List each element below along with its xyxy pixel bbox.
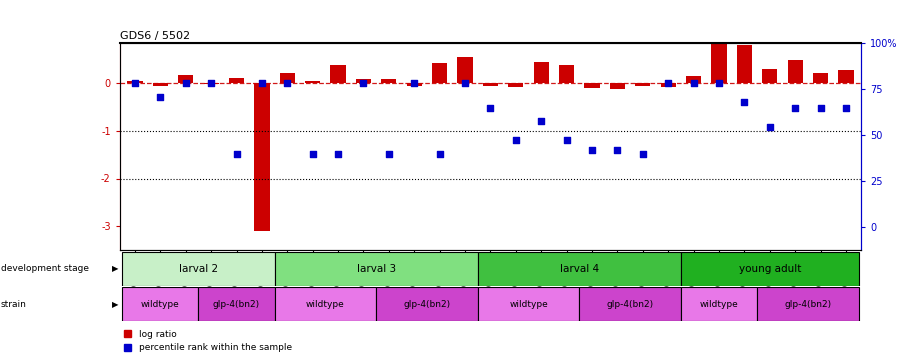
Point (204, 80, 218, 86)
Bar (198, 287, 274, 321)
Bar (478, 287, 579, 321)
Bar (737, 45, 752, 83)
Bar (757, 287, 858, 321)
Point (254, 80, 269, 86)
Text: glp-4(bn2): glp-4(bn2) (607, 300, 654, 309)
Text: development stage: development stage (1, 264, 89, 273)
Bar (274, 252, 478, 286)
Bar (813, 73, 828, 83)
Point (686, 80, 701, 86)
Text: ▶: ▶ (112, 264, 119, 273)
Text: glp-4(bn2): glp-4(bn2) (403, 300, 450, 309)
Bar (274, 287, 376, 321)
Point (737, 100, 752, 105)
Text: glp-4(bn2): glp-4(bn2) (785, 300, 832, 309)
Text: wildtype: wildtype (306, 300, 344, 309)
Text: wildtype: wildtype (509, 300, 548, 309)
Bar (681, 287, 757, 321)
Text: wildtype: wildtype (700, 300, 739, 309)
Point (407, 80, 422, 86)
Bar (585, 83, 600, 88)
Bar (178, 75, 193, 83)
Bar (356, 79, 371, 83)
Bar (432, 63, 448, 83)
Bar (458, 57, 472, 83)
Point (712, 80, 727, 86)
Bar (153, 83, 168, 86)
Point (508, 137, 523, 143)
Bar (381, 80, 396, 83)
Point (381, 151, 396, 157)
Bar (204, 83, 219, 84)
Point (610, 147, 624, 153)
Bar (305, 81, 321, 83)
Bar (681, 252, 858, 286)
Bar (711, 38, 727, 83)
Bar (559, 65, 574, 83)
Point (356, 80, 371, 86)
Point (585, 147, 600, 153)
Point (813, 105, 828, 111)
Bar (122, 252, 274, 286)
Text: glp-4(bn2): glp-4(bn2) (213, 300, 260, 309)
Point (559, 137, 574, 143)
Point (660, 80, 675, 86)
Bar (508, 83, 523, 87)
Text: young adult: young adult (739, 263, 801, 274)
Text: larval 3: larval 3 (356, 263, 396, 274)
Bar (331, 65, 345, 83)
Point (432, 151, 447, 157)
Text: wildtype: wildtype (141, 300, 180, 309)
Point (153, 94, 168, 100)
Point (838, 105, 853, 111)
Text: ▶: ▶ (112, 300, 119, 309)
Text: larval 4: larval 4 (560, 263, 599, 274)
Text: strain: strain (1, 300, 27, 309)
Point (229, 151, 244, 157)
Point (483, 105, 497, 111)
Bar (122, 287, 198, 321)
Bar (478, 252, 681, 286)
Point (306, 151, 321, 157)
Bar (635, 83, 650, 86)
Bar (838, 70, 854, 83)
Bar (762, 69, 777, 83)
Point (534, 119, 549, 124)
Point (280, 80, 295, 86)
Point (763, 124, 777, 130)
Point (179, 80, 193, 86)
Bar (533, 62, 549, 83)
Point (128, 80, 143, 86)
Bar (610, 83, 625, 89)
Text: larval 2: larval 2 (179, 263, 218, 274)
Point (787, 105, 802, 111)
Bar (376, 287, 478, 321)
Bar (579, 287, 681, 321)
Bar (660, 83, 676, 87)
Bar (407, 83, 422, 86)
Bar (280, 73, 295, 83)
Bar (229, 77, 244, 83)
Bar (787, 60, 803, 83)
Legend: log ratio, percentile rank within the sample: log ratio, percentile rank within the sa… (124, 330, 292, 352)
Point (635, 151, 650, 157)
Bar (686, 76, 701, 83)
Text: GDS6 / 5502: GDS6 / 5502 (120, 31, 190, 41)
Point (458, 80, 472, 86)
Point (331, 151, 345, 157)
Bar (483, 83, 498, 86)
Bar (254, 83, 270, 231)
Bar (127, 81, 143, 83)
